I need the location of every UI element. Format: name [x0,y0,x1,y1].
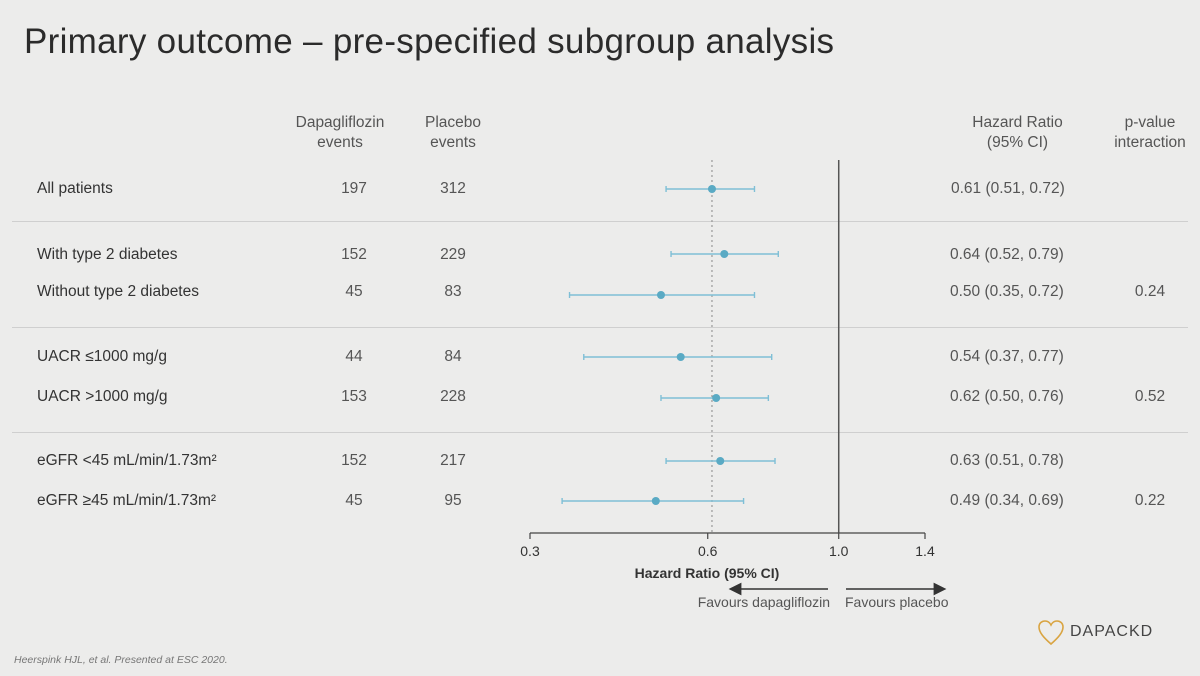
heart-outline-icon [1038,620,1064,646]
forest-row-marker [561,497,745,505]
placebo-events: 217 [440,452,466,469]
header-hazard-ratio: Hazard Ratio (95% CI) [950,113,1085,153]
forest-row-marker [583,353,773,361]
p-value: 0.24 [1134,283,1166,300]
dapa-events: 197 [341,180,367,197]
x-tick-label: 1.0 [829,543,849,559]
favours-dapagliflozin-label: Favours dapagliflozin [698,594,830,610]
point-estimate [720,250,729,258]
placebo-events: 229 [440,246,466,263]
x-tick-label: 0.6 [698,543,718,559]
header-placebo-line1: Placebo [424,114,481,131]
hazard-ratio-value: 0.61 (0.51, 0.72) [951,180,1065,197]
placebo-events: 95 [444,492,462,509]
row-label: With type 2 diabetes [37,246,178,263]
group-separator [12,327,1188,328]
header-placebo-events: Placebo events [415,113,491,153]
x-tick-label: 1.4 [915,543,935,559]
hazard-ratio-value: 0.64 (0.52, 0.79) [950,246,1064,263]
header-placebo-line2: events [430,134,476,151]
dapa-events: 45 [345,492,363,509]
point-estimate [656,291,665,299]
p-value: 0.22 [1134,492,1166,509]
row-label: UACR >1000 mg/g [37,388,168,405]
dapa-events: 44 [345,348,363,365]
hazard-ratio-value: 0.49 (0.34, 0.69) [950,492,1064,509]
forest-row-marker [665,185,756,193]
hazard-ratio-value: 0.63 (0.51, 0.78) [950,452,1064,469]
header-p-value: p-value interaction [1100,113,1200,153]
favours-placebo-label: Favours placebo [845,594,949,610]
placebo-events: 84 [444,348,462,365]
forest-row-marker [568,291,756,299]
row-label: eGFR <45 mL/min/1.73m² [37,452,217,469]
citation-footnote: Heerspink HJL, et al. Presented at ESC 2… [14,654,228,666]
header-hazard-ratio-line2: (95% CI) [986,134,1049,151]
p-value: 0.52 [1134,388,1166,405]
point-estimate [651,497,660,505]
dapa-events: 152 [341,452,367,469]
logo-text: DAPACKD [1070,623,1154,640]
forest-row-marker [670,250,779,258]
header-dapagliflozin-events: Dapagliflozin events [290,113,390,153]
dapa-events: 153 [341,388,367,405]
placebo-events: 228 [440,388,466,405]
hazard-ratio-value: 0.62 (0.50, 0.76) [950,388,1064,405]
header-dapagliflozin-line2: events [317,134,363,151]
header-p-value-line1: p-value [1124,114,1176,131]
point-estimate [707,185,716,193]
x-axis-label: Hazard Ratio (95% CI) [635,565,780,581]
hazard-ratio-value: 0.50 (0.35, 0.72) [950,283,1064,300]
x-tick-label: 0.3 [520,543,540,559]
row-label: eGFR ≥45 mL/min/1.73m² [37,492,217,509]
header-p-value-line2: interaction [1114,134,1186,151]
group-separator [12,432,1188,433]
header-hazard-ratio-line1: Hazard Ratio [972,114,1063,131]
placebo-events: 83 [444,283,462,300]
dapa-events: 152 [341,246,367,263]
hazard-ratio-value: 0.54 (0.37, 0.77) [950,348,1064,365]
dapa-ckd-logo: DAPACKD [1036,617,1153,647]
group-separator [12,221,1188,222]
forest-row-marker [660,394,770,402]
row-label: Without type 2 diabetes [37,283,199,300]
point-estimate [716,457,725,465]
slide-title: Primary outcome – pre-specified subgroup… [24,22,835,61]
point-estimate [712,394,721,402]
placebo-events: 312 [440,180,466,197]
header-dapagliflozin-line1: Dapagliflozin [295,114,385,131]
forest-row-marker [665,457,776,465]
row-label: UACR ≤1000 mg/g [37,348,167,365]
row-label: All patients [37,180,113,197]
point-estimate [676,353,685,361]
dapa-events: 45 [345,283,363,300]
